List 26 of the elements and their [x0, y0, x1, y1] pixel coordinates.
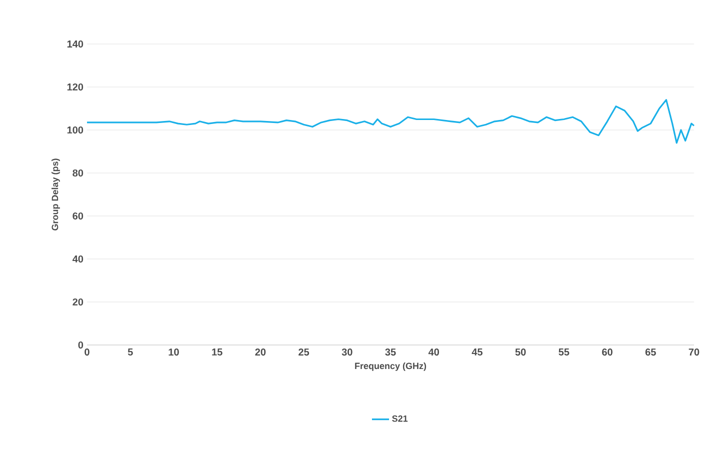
- x-tick-label: 20: [255, 348, 266, 356]
- y-tick-label: 120: [67, 83, 84, 91]
- x-tick-label: 5: [128, 348, 133, 356]
- x-tick-label: 30: [342, 348, 352, 356]
- x-tick-label: 60: [602, 348, 612, 356]
- x-tick-label: 40: [428, 348, 440, 356]
- legend-label: S21: [392, 415, 408, 422]
- x-tick-label: 50: [515, 348, 526, 356]
- y-axis-title: Group Delay (ps): [52, 158, 60, 230]
- y-tick-label: 0: [78, 341, 84, 349]
- y-tick-label: 140: [67, 40, 84, 48]
- y-tick-label: 20: [72, 298, 84, 306]
- y-tick-label: 80: [72, 169, 84, 177]
- x-tick-label: 70: [688, 348, 700, 356]
- y-tick-label: 60: [72, 212, 84, 220]
- x-tick-label: 10: [168, 348, 179, 356]
- x-tick-label: 25: [298, 348, 310, 356]
- x-tick-label: 35: [385, 348, 396, 356]
- x-tick-label: 15: [212, 348, 222, 356]
- y-tick-label: 40: [72, 255, 84, 263]
- x-axis-title: Frequency (GHz): [355, 362, 426, 371]
- x-tick-label: 55: [558, 348, 570, 356]
- y-tick-label: 100: [67, 126, 84, 134]
- x-tick-label: 0: [84, 348, 90, 356]
- x-tick-label: 45: [472, 348, 482, 356]
- x-tick-label: 65: [645, 348, 656, 356]
